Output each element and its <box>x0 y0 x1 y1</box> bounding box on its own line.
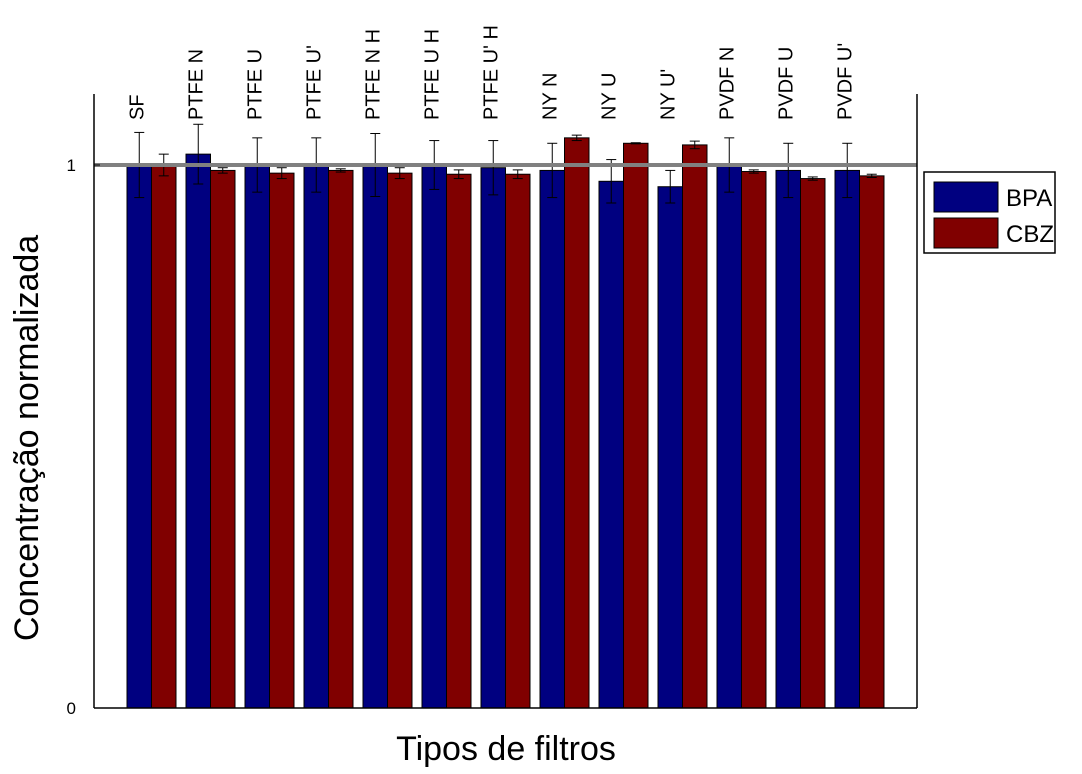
legend-label-bpa: BPA <box>1006 185 1052 212</box>
category-label-9: NY U' <box>657 69 679 120</box>
legend: BPA CBZ <box>924 172 1055 253</box>
category-label-12: PVDF U' <box>834 43 856 120</box>
y-axis-label: Concentração normalizada <box>8 235 46 641</box>
bar-cbz-2 <box>270 173 295 708</box>
bar-bpa-9 <box>658 187 683 708</box>
y-tick-labels-layer: 01 <box>67 156 100 718</box>
bar-cbz-8 <box>624 143 649 708</box>
bar-cbz-1 <box>211 170 236 708</box>
bar-bpa-12 <box>835 170 860 708</box>
y-tick-label-0: 0 <box>67 699 76 718</box>
bar-bpa-8 <box>599 181 624 708</box>
bar-cbz-12 <box>860 176 885 708</box>
category-label-2: PTFE U <box>244 49 266 120</box>
category-label-10: PVDF N <box>716 47 738 120</box>
category-label-3: PTFE U' <box>303 45 325 120</box>
bar-bpa-4 <box>363 165 388 708</box>
x-axis-label: Tipos de filtros <box>396 730 616 768</box>
legend-label-cbz: CBZ <box>1006 221 1054 248</box>
bar-bpa-7 <box>540 170 565 708</box>
y-tick-label-1: 1 <box>67 156 76 175</box>
bar-cbz-10 <box>742 172 767 708</box>
category-label-4: PTFE N H <box>362 29 384 120</box>
bar-bpa-2 <box>245 165 270 708</box>
bar-cbz-9 <box>683 145 708 708</box>
category-label-6: PTFE U' H <box>480 25 502 120</box>
bar-bpa-1 <box>186 154 211 708</box>
bars-layer <box>127 138 884 708</box>
bar-cbz-3 <box>329 170 354 708</box>
category-label-1: PTFE N <box>185 49 207 120</box>
category-label-5: PTFE U H <box>421 29 443 120</box>
bar-bpa-3 <box>304 165 329 708</box>
bar-bpa-11 <box>776 170 801 708</box>
bar-bpa-5 <box>422 165 447 708</box>
bar-bpa-0 <box>127 165 152 708</box>
bar-bpa-6 <box>481 168 506 708</box>
bar-cbz-11 <box>801 179 826 708</box>
bar-cbz-0 <box>152 165 177 708</box>
category-label-7: NY N <box>539 73 561 120</box>
bar-bpa-10 <box>717 165 742 708</box>
bar-cbz-5 <box>447 174 472 708</box>
category-label-8: NY U <box>598 73 620 120</box>
category-label-0: SF <box>126 94 148 120</box>
bar-cbz-4 <box>388 173 413 708</box>
bar-cbz-7 <box>565 138 590 708</box>
category-labels-layer: SF PTFE N PTFE U PTFE U' PTFE N H PTFE U H PTF… <box>126 25 856 120</box>
legend-swatch-cbz <box>934 218 998 248</box>
category-label-11: PVDF U <box>775 47 797 120</box>
bar-cbz-6 <box>506 174 531 708</box>
legend-swatch-bpa <box>934 182 998 212</box>
